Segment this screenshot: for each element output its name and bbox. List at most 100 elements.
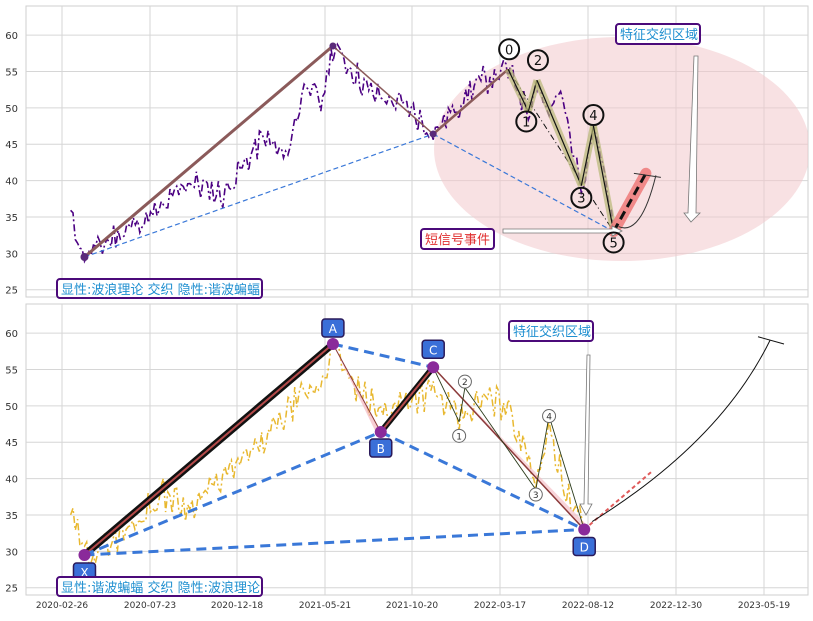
pivot-label-box [321,318,345,338]
y-tick-label: 25 [5,286,18,297]
feature-zone-ellipse [434,37,808,261]
top-feature-label: 特征交织区域 [620,27,698,43]
top-caption-box: 显性:波浪理论 交织 隐性:谐波蝙蝠 [56,278,263,299]
wave-label: 2 [462,378,468,388]
projection-arc [591,340,771,522]
wave-label-circle [570,186,593,209]
x-tick-label: 2020-12-18 [211,601,264,611]
y-tick-label: 55 [5,67,18,78]
y-tick-label: 40 [5,475,18,486]
plot-area [69,336,785,567]
wave-label-circle [528,487,543,502]
bc-leg-line [432,68,509,135]
harmonic-guide-line [83,430,382,557]
wave-label-circle [498,38,521,61]
bottom-feature-box: 特征交织区域 [508,320,594,342]
pivot-dot [429,130,437,138]
bottom-panel: 25 30 35 40 45 50 55 60 2020-02-26 2020-07-23 2020… [5,303,809,611]
wave-label-circle [452,428,467,443]
ab-leg-line [332,343,382,433]
harmonic-guide-line [332,342,434,369]
wave-label: 4 [546,413,552,423]
y-tick-label: 50 [5,104,18,115]
wave-label-circle [602,231,625,254]
xb-guide-line [84,133,434,258]
wave-segment [535,415,550,490]
wave-label: 1 [456,432,462,442]
wave-label: 3 [577,192,585,207]
pivot-dot [329,42,337,50]
y-tick-label: 35 [5,213,18,224]
top-caption: 显性:波浪理论 交织 隐性:谐波蝙蝠 [61,282,260,298]
plot-area [70,37,808,264]
projection-arc [618,175,657,229]
y-tick-label: 45 [5,140,18,151]
feature-arrow [683,55,701,223]
y-tick-label: 30 [5,249,18,260]
top-feature-box: 特征交织区域 [615,23,701,45]
bottom-caption: 显性:谐波蝙蝠 交织 隐性:波浪理论 [61,580,260,596]
projection-cap [633,172,661,178]
x-tick-label: 2022-03-17 [474,601,526,611]
x-tick-label: 2020-07-23 [124,601,176,611]
wave-label: 3 [533,491,539,501]
wave-label-circle [457,374,472,389]
pivot-label: D [580,541,589,555]
wave-label: 2 [534,54,542,69]
wave-segment [592,125,615,232]
wave-segment [536,79,582,186]
harmonic-guide-line [84,528,585,557]
wave-segment [458,387,466,422]
wave-label-circle [526,49,549,72]
wave-segment [580,125,595,186]
projection-line [612,172,648,233]
wave-label-circle [515,110,538,133]
feature-arrow [579,354,593,516]
y-tick-label: 60 [5,329,18,340]
xa-leg-line [83,44,334,259]
xa-leg-core [83,343,334,556]
pivot-label-box [572,536,596,557]
wave-label: 4 [589,109,597,124]
wave-label-circle [542,409,557,424]
pivot-dot [326,338,339,351]
ab-leg-line [332,45,434,135]
wave-segment [507,69,529,112]
pivot-label-box [368,438,393,458]
y-tick-label: 60 [5,31,18,42]
bottom-feature-label: 特征交织区域 [513,324,591,340]
bottom-caption-box: 显性:谐波蝙蝠 交织 隐性:波浪理论 [56,576,263,597]
bd-guide-line [432,133,614,233]
pivot-label: C [429,343,437,357]
y-tick-label: 30 [5,547,18,558]
pivot-label: X [80,566,88,580]
x-tick-label: 2020-02-26 [36,601,89,611]
pivot-dot [578,523,591,536]
y-tick-label: 55 [5,365,18,376]
wave-segment [432,367,460,423]
y-tick-label: 50 [5,402,18,413]
short-signal-box: 短信号事件 [420,228,495,250]
y-tick-label: 35 [5,511,18,522]
wave-label: 1 [522,115,530,130]
cd-leg-line [432,366,585,531]
x-tick-label: 2021-10-20 [386,601,439,611]
pivot-dot [374,426,387,439]
pivot-label: A [329,322,338,336]
cd-guide-line [507,69,615,232]
pivot-dot [427,361,440,374]
projection-cap [757,336,785,345]
short-signal-label: 短信号事件 [425,233,490,248]
x-tick-label: 2021-05-21 [299,601,351,611]
price-series-line [69,337,585,567]
wave-label: 0 [505,43,513,58]
y-tick-label: 25 [5,584,18,595]
x-tick-label: 2023-05-19 [738,601,791,611]
bc-leg-core [379,366,434,433]
x-tick-label: 2022-08-12 [562,601,614,611]
pivot-dot [78,548,91,561]
x-tick-label: 2022-12-30 [650,601,703,611]
